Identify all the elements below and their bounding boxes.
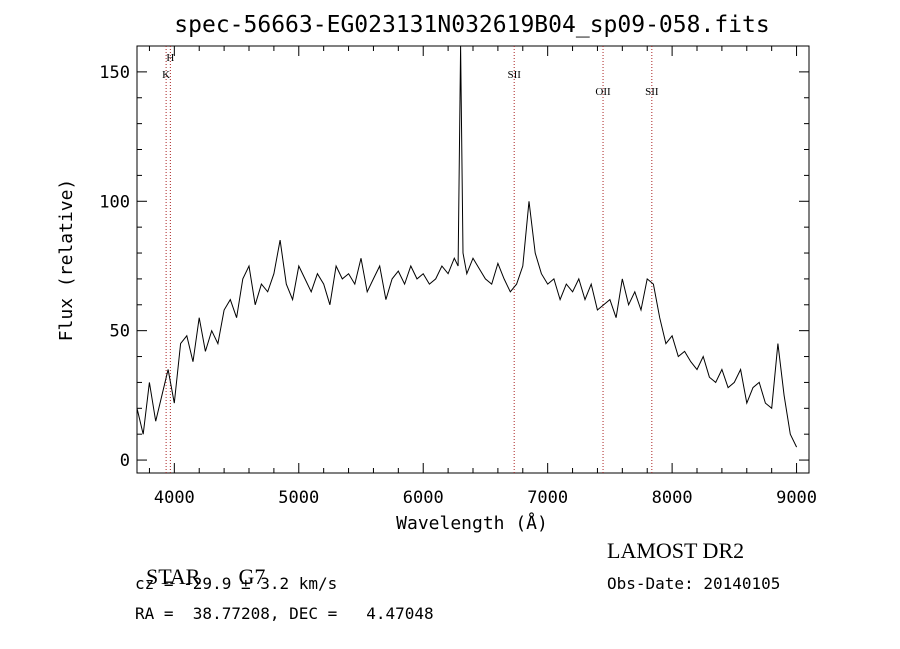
y-tick-label-0: 0 xyxy=(120,451,130,471)
x-tick-label-5: 9000 xyxy=(776,488,817,508)
x-axis-label: Wavelength (Å) xyxy=(396,512,548,534)
object-class: STAR G7 xyxy=(135,538,265,590)
obs-date-text: Obs-Date: 20140105 xyxy=(607,574,781,593)
subclass-label: G7 xyxy=(238,564,266,589)
chart-title: spec-56663-EG023131N032619B04_sp09-058.f… xyxy=(174,12,769,38)
marker-label-1: K xyxy=(162,69,170,81)
coordinates-text: RA = 38.77208, DEC = 4.47048 xyxy=(135,604,434,623)
y-tick-label-3: 150 xyxy=(99,63,130,83)
axis-tick-labels: 4000 5000 6000 7000 8000 9000 0 50 100 150 xyxy=(99,63,817,508)
marker-label-2: SII xyxy=(507,69,521,81)
spectrum-line xyxy=(136,45,798,448)
line-markers: HK SII OII SII xyxy=(162,46,659,473)
class-label: STAR xyxy=(146,564,201,589)
marker-label-0: H xyxy=(166,52,174,64)
y-axis-label: Flux (relative) xyxy=(56,179,77,342)
x-tick-label-0: 4000 xyxy=(154,488,195,508)
y-tick-label-1: 50 xyxy=(110,322,130,342)
survey-label: LAMOST DR2 xyxy=(607,538,745,563)
x-tick-label-4: 8000 xyxy=(652,488,693,508)
y-tick-label-2: 100 xyxy=(99,192,130,212)
x-tick-label-1: 5000 xyxy=(278,488,319,508)
x-tick-label-3: 7000 xyxy=(527,488,568,508)
redshift-text: cz = -29.9 ± 3.2 km/s xyxy=(135,574,338,593)
x-tick-label-2: 6000 xyxy=(403,488,444,508)
marker-label-4: SII xyxy=(645,86,659,98)
axis-ticks xyxy=(137,46,809,473)
marker-label-3: OII xyxy=(595,86,611,98)
